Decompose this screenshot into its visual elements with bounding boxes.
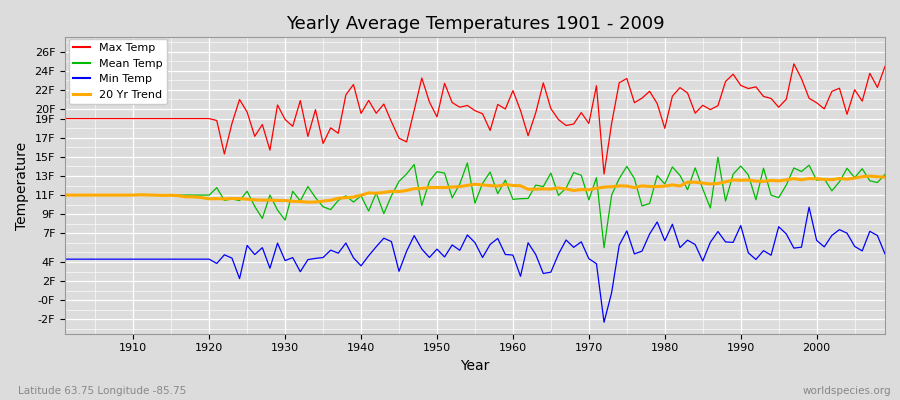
Min Temp: [121, 257, 131, 262]
Mean Temp: [287, 189, 298, 194]
Max Temp: [333, 131, 344, 136]
Mean Temp: [598, 245, 609, 250]
Mean Temp: [121, 193, 131, 198]
Max Temp: [607, 121, 617, 126]
Max Temp: [508, 88, 518, 93]
Max Temp: [121, 116, 131, 121]
Min Temp: [607, 290, 617, 295]
20 Yr Trend: [515, 183, 526, 188]
X-axis label: Year: Year: [460, 359, 490, 373]
Max Temp: [59, 116, 70, 121]
Max Temp: [598, 172, 609, 176]
Min Temp: [508, 253, 518, 258]
Max Temp: [788, 62, 799, 66]
20 Yr Trend: [879, 175, 890, 180]
Min Temp: [804, 205, 814, 210]
Min Temp: [333, 251, 344, 256]
20 Yr Trend: [508, 183, 518, 188]
Max Temp: [879, 64, 890, 69]
Title: Yearly Average Temperatures 1901 - 2009: Yearly Average Temperatures 1901 - 2009: [285, 15, 664, 33]
Text: Latitude 63.75 Longitude -85.75: Latitude 63.75 Longitude -85.75: [18, 386, 186, 396]
Min Temp: [879, 252, 890, 256]
Min Temp: [287, 255, 298, 260]
Max Temp: [500, 107, 510, 112]
Min Temp: [59, 257, 70, 262]
Mean Temp: [713, 155, 724, 160]
Line: 20 Yr Trend: 20 Yr Trend: [65, 176, 885, 202]
Mean Temp: [500, 178, 510, 182]
Legend: Max Temp, Mean Temp, Min Temp, 20 Yr Trend: Max Temp, Mean Temp, Min Temp, 20 Yr Tre…: [69, 39, 167, 104]
Mean Temp: [607, 193, 617, 198]
Max Temp: [287, 124, 298, 129]
Mean Temp: [879, 172, 890, 177]
Line: Min Temp: Min Temp: [65, 207, 885, 322]
Min Temp: [500, 252, 510, 257]
20 Yr Trend: [340, 195, 351, 200]
20 Yr Trend: [302, 200, 313, 204]
20 Yr Trend: [287, 199, 298, 204]
Y-axis label: Temperature: Temperature: [15, 142, 29, 230]
20 Yr Trend: [607, 184, 617, 189]
20 Yr Trend: [59, 193, 70, 198]
Line: Mean Temp: Mean Temp: [65, 157, 885, 248]
Mean Temp: [508, 197, 518, 202]
20 Yr Trend: [121, 193, 131, 198]
Mean Temp: [59, 193, 70, 198]
Min Temp: [598, 320, 609, 325]
Line: Max Temp: Max Temp: [65, 64, 885, 174]
20 Yr Trend: [864, 174, 875, 178]
Text: worldspecies.org: worldspecies.org: [803, 386, 891, 396]
Mean Temp: [333, 198, 344, 203]
